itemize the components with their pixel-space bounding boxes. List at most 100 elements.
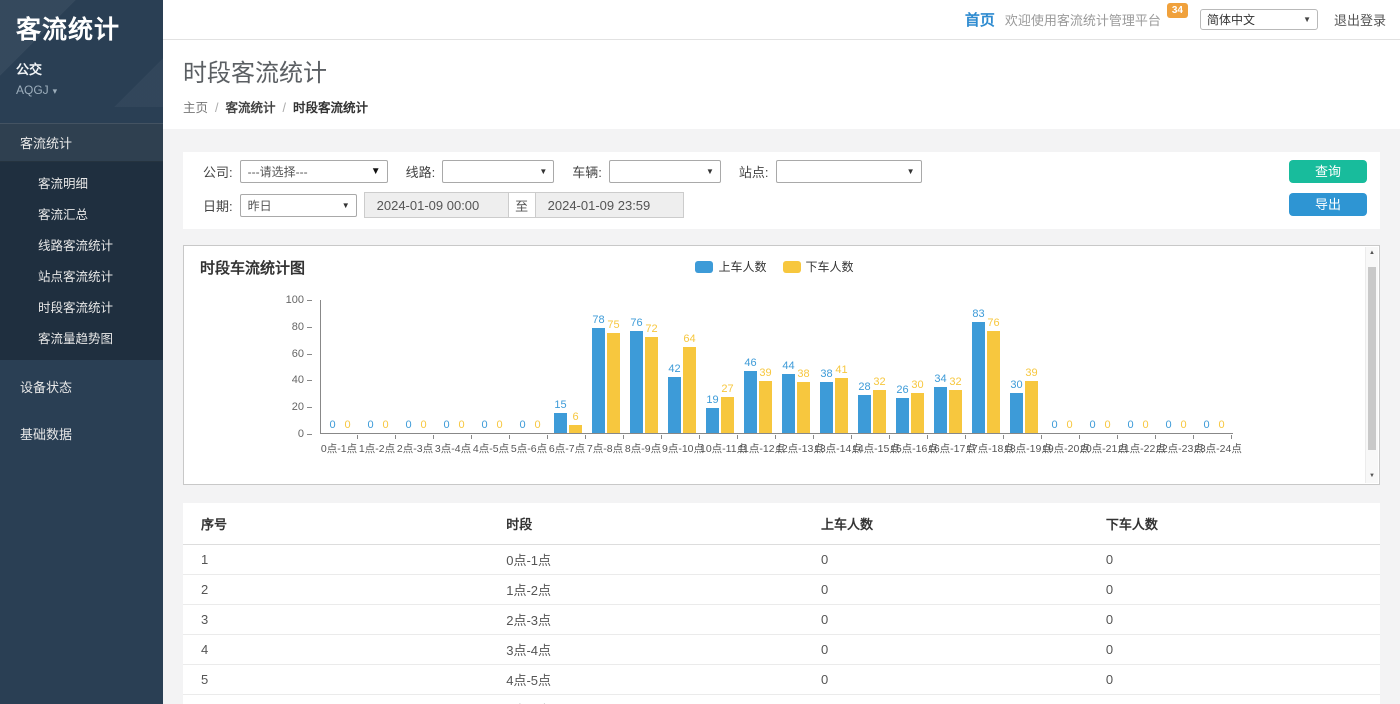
- bar: [911, 392, 924, 433]
- x-axis-tick-label: 0点-1点: [320, 435, 358, 456]
- bar-column: 32: [949, 376, 962, 433]
- date-start-input[interactable]: 2024-01-09 00:00: [363, 192, 509, 218]
- company-select[interactable]: ---请选择--- ▼: [239, 160, 388, 183]
- bar-value-label: 64: [683, 333, 696, 346]
- table-cell: 0: [803, 694, 1088, 704]
- table-cell: 0: [803, 664, 1088, 695]
- bar-value-label: 0: [344, 419, 351, 431]
- bar-column: 0: [1101, 419, 1114, 433]
- breadcrumb-separator: /: [282, 101, 286, 115]
- date-preset-select[interactable]: 昨日 ▼: [239, 193, 357, 217]
- bar-value-label: 32: [949, 376, 962, 389]
- sidebar-item-passenger-flow-stats[interactable]: 客流统计: [0, 122, 163, 162]
- sidebar-item-base-data[interactable]: 基础数据: [20, 426, 73, 442]
- y-axis-tick-label: 40: [291, 374, 313, 387]
- sidebar-item-flow-summary[interactable]: 客流汇总: [38, 207, 89, 222]
- bar-column: 0: [341, 419, 354, 433]
- sidebar-item-period-flow-stats[interactable]: 时段客流统计: [38, 300, 114, 315]
- bar-column: 0: [478, 419, 491, 433]
- bar-column: 0: [1139, 419, 1152, 433]
- account-dropdown[interactable]: AQGJ ▾: [16, 83, 147, 97]
- bar-column: 26: [896, 384, 909, 433]
- bar: [721, 396, 734, 433]
- x-axis-tick-label: 17点-18点: [966, 435, 1014, 456]
- table-cell: 0: [1087, 634, 1380, 665]
- y-axis-tick-label: 80: [291, 320, 313, 333]
- content-area: 公司: ---请选择--- ▼ 线路: ▼ 车辆: ▼ 站点: [163, 129, 1400, 704]
- y-axis-tick-label: 20: [291, 401, 313, 414]
- table-row: 65点-6点00: [183, 694, 1380, 704]
- legend-item-上车人数[interactable]: 上车人数: [695, 258, 767, 275]
- station-select[interactable]: ▼: [775, 160, 922, 183]
- bar-value-label: 0: [367, 419, 374, 431]
- query-button[interactable]: 查询: [1289, 160, 1367, 183]
- bar: [782, 374, 795, 433]
- bar-value-label: 32: [873, 376, 886, 389]
- bar: [1025, 380, 1038, 433]
- table-cell: 5: [183, 664, 489, 695]
- bar: [592, 328, 605, 433]
- dropdown-arrow-icon: ▼: [341, 200, 350, 210]
- bar-column: 76: [987, 317, 1000, 433]
- sidebar-item-device-status[interactable]: 设备状态: [20, 379, 73, 395]
- table-cell: 0: [803, 544, 1088, 575]
- bar-column: 46: [744, 357, 757, 433]
- date-label: 日期:: [203, 198, 233, 214]
- data-table-panel: 序号 时段 上车人数 下车人数 1 0点-1点 0 0 2 1点-2点 0 0 3 2点-3点 0 0 4 3点…: [183, 503, 1380, 704]
- notification-badge[interactable]: 34: [1166, 3, 1188, 18]
- date-end-input[interactable]: 2024-01-09 23:59: [534, 192, 684, 218]
- bar-column: 78: [592, 314, 605, 433]
- bar-column: 41: [835, 364, 848, 433]
- bar-value-label: 0: [1051, 419, 1058, 431]
- chart-scrollbar[interactable]: ▲ ▼: [1365, 247, 1378, 483]
- filter-buttons: 查询 导出: [1289, 160, 1367, 216]
- line-label: 线路:: [405, 165, 436, 180]
- bar-column: 0: [364, 419, 377, 433]
- vehicle-label: 车辆:: [572, 165, 602, 180]
- logout-link[interactable]: 退出登录: [1333, 13, 1386, 28]
- home-link[interactable]: 首页: [964, 12, 995, 29]
- bar-value-label: 0: [1165, 419, 1172, 431]
- bar-column: 27: [721, 383, 734, 433]
- sidebar-item-flow-trend-chart[interactable]: 客流量趋势图: [38, 331, 114, 346]
- table-header-cell: 下车人数: [1087, 503, 1380, 545]
- period-flow-table: 序号 时段 上车人数 下车人数 1 0点-1点 0 0 2 1点-2点 0 0 3 2点-3点 0 0 4 3点…: [183, 503, 1380, 704]
- welcome-text: 欢迎使用客流统计管理平台: [1004, 13, 1161, 28]
- breadcrumb-home[interactable]: 主页: [183, 101, 209, 115]
- scroll-up-icon[interactable]: ▲: [1369, 250, 1375, 256]
- export-button[interactable]: 导出: [1289, 193, 1367, 216]
- bar-column: 30: [911, 379, 924, 433]
- bar-value-label: 42: [668, 362, 681, 375]
- chevron-down-icon: ▼: [1303, 15, 1311, 24]
- legend-swatch-icon: [782, 260, 801, 273]
- x-axis-tick-label: 8点-9点: [624, 435, 662, 456]
- table-cell: 0: [1087, 664, 1380, 695]
- bar: [835, 378, 848, 433]
- breadcrumb-section[interactable]: 客流统计: [225, 101, 276, 115]
- bar-value-label: 27: [721, 382, 734, 395]
- vehicle-select[interactable]: ▼: [608, 160, 721, 183]
- table-cell: 1点-2点: [488, 574, 804, 605]
- line-select[interactable]: ▼: [442, 160, 555, 183]
- legend-item-下车人数[interactable]: 下车人数: [782, 258, 854, 275]
- bar-value-label: 0: [1142, 419, 1149, 431]
- sidebar-item-line-flow-stats[interactable]: 线路客流统计: [38, 238, 114, 253]
- x-axis-tick-label: 16点-17点: [928, 435, 976, 456]
- bar: [873, 390, 886, 433]
- x-axis-tick-label: 14点-15点: [852, 435, 900, 456]
- language-select[interactable]: 简体中文 ▼: [1199, 9, 1318, 30]
- x-axis-tick-label: 19点-20点: [1042, 435, 1090, 456]
- company-select-value: ---请选择---: [247, 165, 308, 179]
- sidebar-submenu: 客流明细客流汇总线路客流统计 站点客流统计 时段客流统计 客流量趋势图: [0, 161, 163, 360]
- scrollbar-track[interactable]: [1368, 260, 1376, 470]
- bar-column: 0: [326, 419, 339, 433]
- bar-value-label: 0: [1180, 419, 1187, 431]
- breadcrumb-separator: /: [215, 101, 219, 115]
- scroll-down-icon[interactable]: ▼: [1369, 473, 1375, 479]
- sidebar-item-station-flow-stats[interactable]: 站点客流统计: [38, 269, 114, 284]
- bar-column: 0: [1048, 419, 1061, 433]
- sidebar-item-flow-detail[interactable]: 客流明细: [38, 176, 89, 191]
- bar: [896, 398, 909, 433]
- bar-value-label: 38: [797, 368, 810, 381]
- scrollbar-thumb[interactable]: [1368, 267, 1376, 450]
